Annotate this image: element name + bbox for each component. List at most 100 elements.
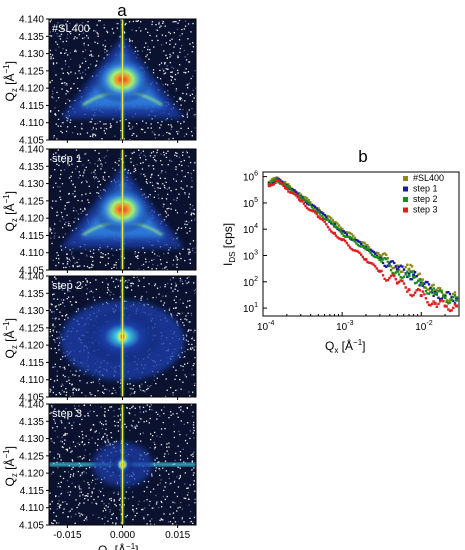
data-point [389, 274, 393, 278]
data-point [389, 260, 393, 263]
data-point [345, 233, 349, 236]
data-point [344, 239, 347, 243]
data-point [442, 299, 445, 303]
data-point [419, 294, 423, 298]
data-point [345, 235, 349, 238]
data-point [331, 231, 335, 235]
data-point [287, 190, 290, 193]
data-point [350, 236, 353, 240]
data-point [370, 262, 374, 265]
data-point [296, 196, 299, 199]
data-point [391, 266, 394, 270]
data-point [269, 184, 272, 187]
data-point [312, 208, 315, 211]
data-point [419, 278, 423, 282]
data-point [413, 291, 417, 294]
y-tick-label: 4.105 [19, 136, 44, 147]
y-tick-label: 4.130 [19, 49, 44, 60]
data-point [377, 252, 380, 255]
data-point [407, 288, 411, 292]
data-point [340, 230, 344, 234]
data-point [443, 304, 447, 308]
data-point [386, 260, 390, 264]
data-point [291, 191, 295, 195]
data-point [448, 301, 452, 304]
legend-marker [403, 176, 408, 181]
data-point [355, 249, 358, 253]
data-point [448, 292, 452, 296]
data-point [377, 256, 380, 259]
data-point [440, 299, 443, 302]
data-point [375, 251, 378, 255]
data-point [336, 227, 339, 231]
data-point [290, 191, 293, 194]
data-point [353, 236, 357, 240]
data-point [315, 210, 318, 214]
data-point [332, 221, 336, 225]
data-point [336, 222, 339, 225]
data-point [367, 249, 371, 253]
data-point [352, 248, 355, 252]
data-point [336, 226, 339, 229]
data-point [366, 260, 369, 264]
map-label: step 2 [52, 280, 82, 292]
data-point [350, 238, 353, 241]
data-point [401, 270, 404, 273]
y-tick-label: 4.105 [19, 521, 44, 532]
x-tick-label: 10-2 [415, 320, 432, 333]
data-point [298, 194, 301, 198]
data-point [455, 304, 459, 308]
y-axis-title: Qz [Å−1] [2, 61, 19, 101]
map-label: #SL400 [52, 23, 90, 35]
data-point [378, 269, 382, 273]
data-point [323, 220, 326, 224]
data-point [395, 267, 399, 271]
data-point [394, 278, 398, 281]
y-tick-label: 4.130 [19, 434, 44, 445]
data-point [385, 279, 388, 282]
legend-label: #SL400 [413, 173, 444, 183]
data-point [302, 202, 306, 205]
data-point [272, 181, 276, 184]
data-point [430, 302, 434, 306]
data-point [269, 181, 272, 185]
data-point [438, 300, 442, 303]
data-point [279, 180, 282, 184]
y-tick-label: 4.115 [20, 358, 45, 369]
data-point [342, 230, 345, 233]
data-point [381, 274, 385, 277]
data-point [355, 239, 358, 242]
data-point [369, 251, 372, 255]
data-point [447, 302, 450, 305]
data-point [352, 238, 355, 241]
data-point [423, 282, 426, 285]
data-point [410, 294, 414, 298]
data-point [453, 294, 457, 297]
data-point [402, 282, 406, 285]
data-point [427, 303, 431, 307]
data-point [307, 201, 310, 205]
data-point [399, 276, 402, 279]
data-point [279, 178, 282, 182]
data-point [364, 258, 368, 262]
map-label: step 3 [52, 408, 82, 420]
data-point [391, 273, 394, 277]
data-point [302, 195, 306, 199]
data-point [288, 185, 292, 188]
data-point [326, 218, 330, 222]
data-point [336, 236, 339, 239]
data-point [271, 181, 274, 185]
data-point [325, 223, 328, 226]
data-point [427, 288, 431, 291]
data-point [380, 269, 383, 273]
data-point [416, 279, 420, 283]
y-axis-title: Qz [Å−1] [2, 446, 19, 486]
data-point [345, 241, 349, 245]
data-point [283, 181, 287, 184]
data-point [288, 186, 292, 190]
x-tick-label: 0.000 [110, 530, 135, 541]
data-point [406, 270, 409, 274]
data-point [412, 293, 415, 297]
data-point [347, 231, 350, 234]
data-point [423, 293, 426, 296]
